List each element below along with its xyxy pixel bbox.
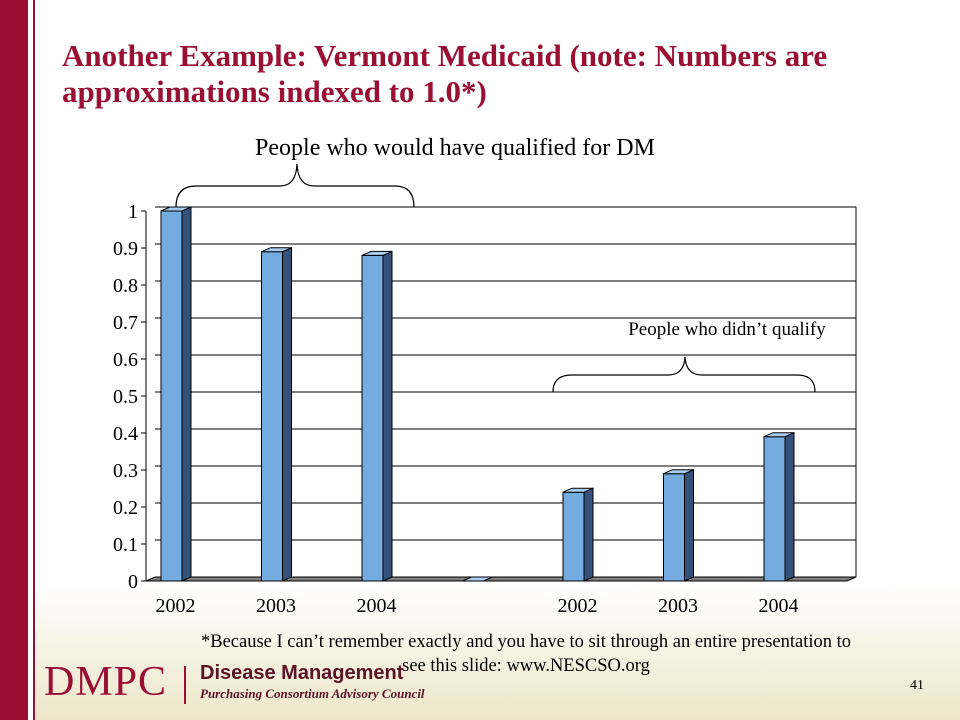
- footnote-line-1: *Because I can’t remember exactly and yo…: [200, 632, 851, 652]
- left-accent-line: [33, 0, 35, 720]
- qualified-brace: [175, 163, 415, 208]
- y-tick-labels: 0 0.1 0.2 0.3 0.4 0.5 0.6 0.7 0.8 0.9 1: [113, 201, 146, 593]
- logo-divider: [184, 666, 186, 704]
- bar-chart: 00.10.20.30.40.50.60.70.80.91 2002 2003 20…: [113, 135, 857, 617]
- x-tick-labels: 2002 2003 2004 2002 2003 2004: [156, 595, 799, 617]
- footnote: *Because I can’t remember exactly and yo…: [96, 630, 956, 678]
- y-tick-label: 0.2: [113, 497, 138, 519]
- bar: [763, 431, 795, 582]
- x-tick-label: 2003: [658, 595, 698, 617]
- not-qualified-brace: [552, 356, 816, 393]
- bar: [160, 206, 192, 582]
- gridlines: [155, 206, 857, 578]
- footer-background: [35, 585, 960, 720]
- y-tick-label: 0.6: [113, 349, 138, 371]
- chart-floor: [145, 576, 857, 582]
- bar: [562, 487, 594, 582]
- y-tick-label: 0.3: [113, 460, 138, 482]
- logo-acronym: DMPC: [44, 659, 168, 705]
- bar: [261, 246, 292, 582]
- y-tick-label: 0.5: [113, 386, 138, 408]
- left-accent-bar: [0, 0, 28, 720]
- logo-subtitle: Purchasing Consortium Advisory Council: [200, 686, 425, 701]
- bar: [462, 576, 493, 582]
- y-tick-label: 0.1: [113, 534, 138, 556]
- slide-title: Another Example: Vermont Medicaid (note:…: [62, 38, 828, 109]
- y-tick-label: 0.7: [113, 312, 138, 334]
- footnote-line-2: see this slide: www.NESCSO.org: [402, 656, 650, 676]
- y-tick-label: 0.8: [113, 275, 138, 297]
- y-tick-label: 0: [128, 571, 138, 593]
- x-tick-label: 2003: [256, 595, 296, 617]
- y-tick-label: 0.9: [113, 238, 138, 260]
- bar: [361, 250, 393, 582]
- qualified-annotation: People who would have qualified for DM: [255, 135, 655, 161]
- x-tick-label: 2002: [156, 595, 196, 617]
- logo-title: Disease Management: [200, 662, 404, 684]
- y-tick-label: 1: [128, 201, 138, 223]
- x-tick-label: 2004: [357, 595, 397, 617]
- bars: [160, 206, 795, 582]
- page-number: 41: [910, 678, 924, 693]
- x-tick-label: 2002: [558, 595, 598, 617]
- not-qualified-annotation: People who didn’t qualify: [628, 319, 826, 340]
- x-tick-label: 2004: [759, 595, 799, 617]
- bar: [663, 468, 694, 582]
- y-tick-label: 0.4: [113, 423, 138, 445]
